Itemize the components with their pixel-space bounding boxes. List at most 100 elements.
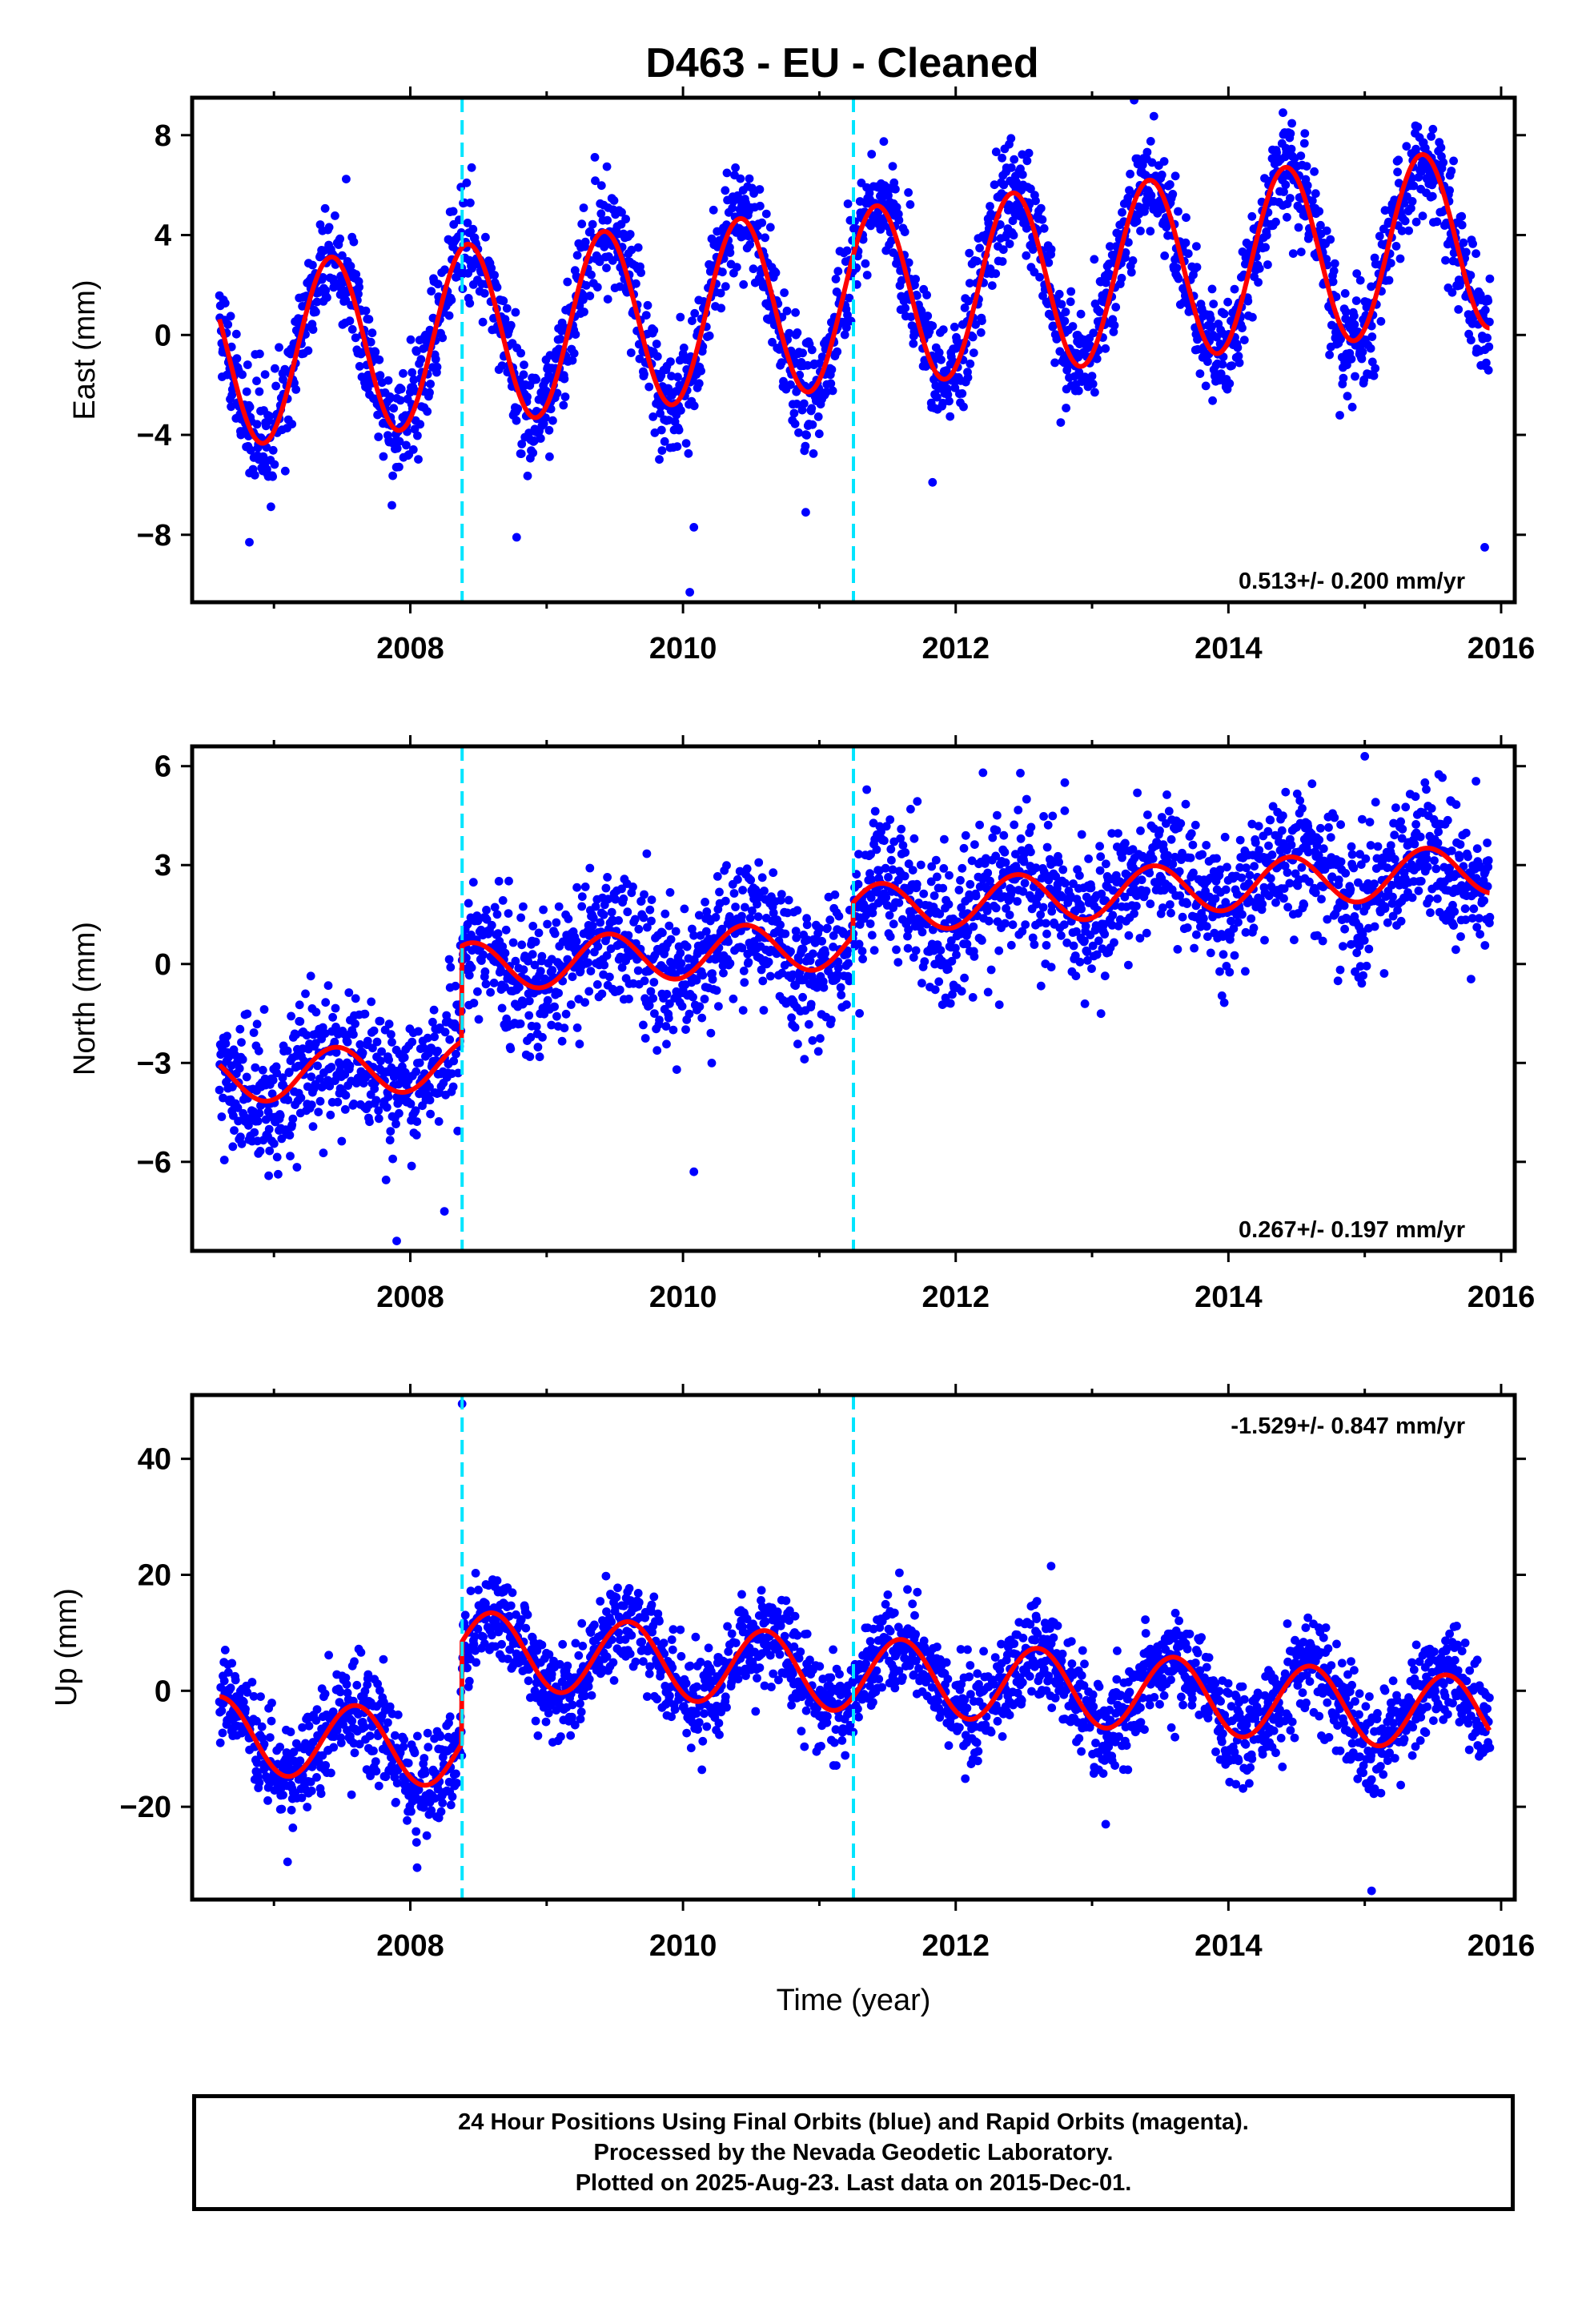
data-point	[1466, 271, 1476, 280]
data-point	[464, 899, 473, 908]
data-point	[1339, 942, 1347, 951]
data-point	[1323, 915, 1332, 924]
data-point	[1386, 259, 1395, 267]
data-point	[1484, 296, 1493, 306]
data-point	[1008, 886, 1017, 895]
data-point-outlier	[1279, 108, 1287, 118]
data-point	[976, 328, 986, 337]
data-point	[968, 332, 978, 342]
data-point	[1088, 380, 1098, 388]
data-point	[543, 995, 552, 1005]
data-point	[312, 297, 322, 307]
data-point	[425, 388, 434, 397]
data-point	[1335, 965, 1345, 975]
data-point	[358, 1048, 367, 1058]
data-point	[587, 928, 596, 937]
data-point	[1316, 823, 1325, 833]
data-point	[572, 1023, 582, 1032]
data-point	[426, 380, 435, 388]
data-points	[215, 752, 1495, 1245]
data-point	[954, 886, 964, 895]
data-point	[711, 955, 720, 964]
data-point	[896, 834, 905, 843]
data-point	[1022, 794, 1031, 804]
data-point	[938, 325, 948, 334]
data-point	[550, 929, 560, 939]
data-point	[1286, 129, 1295, 139]
data-point	[632, 279, 640, 288]
data-point	[809, 449, 818, 458]
data-point	[731, 903, 740, 911]
data-point	[252, 420, 262, 429]
data-point	[1124, 931, 1134, 940]
data-point	[414, 455, 423, 464]
data-point	[585, 292, 595, 300]
data-point	[1431, 864, 1441, 874]
data-point	[516, 449, 526, 458]
data-point	[511, 956, 520, 966]
data-point-outlier	[245, 537, 254, 547]
data-point	[1395, 254, 1405, 263]
data-point	[1069, 941, 1078, 951]
data-point	[1455, 840, 1465, 849]
data-point	[602, 263, 611, 272]
data-point	[854, 939, 864, 949]
data-point	[633, 243, 643, 252]
data-point	[658, 928, 667, 938]
data-point	[1355, 850, 1364, 859]
data-point	[688, 924, 697, 934]
data-point	[1011, 850, 1020, 858]
data-point	[374, 1114, 383, 1124]
data-point	[592, 980, 602, 989]
data-point	[530, 960, 540, 970]
data-point	[1313, 931, 1322, 940]
data-point	[1389, 818, 1398, 828]
data-point	[1006, 163, 1016, 172]
data-point	[500, 983, 509, 991]
data-point	[1014, 806, 1023, 814]
data-point	[516, 348, 525, 358]
data-point	[279, 375, 287, 384]
data-point	[506, 320, 516, 330]
data-point	[345, 1061, 355, 1071]
data-point	[337, 1136, 347, 1146]
data-point	[1043, 300, 1052, 308]
data-point	[892, 945, 901, 955]
data-point	[1036, 203, 1046, 213]
data-point	[642, 849, 652, 858]
data-point	[1255, 263, 1264, 273]
data-point	[991, 147, 1001, 157]
data-point	[721, 896, 730, 906]
data-point	[226, 312, 235, 321]
data-point	[879, 137, 889, 147]
data-point	[1060, 316, 1070, 326]
data-point	[572, 883, 581, 892]
data-point	[636, 268, 645, 277]
data-point	[1367, 332, 1377, 341]
data-point	[600, 960, 609, 970]
data-point	[682, 942, 692, 951]
data-point	[550, 1002, 559, 1011]
data-point	[694, 911, 704, 920]
data-point	[969, 922, 978, 931]
data-point	[665, 999, 674, 1008]
data-point	[383, 1092, 393, 1101]
data-point	[528, 448, 538, 457]
data-point	[1401, 802, 1411, 812]
data-point	[1157, 813, 1166, 822]
data-point	[695, 1002, 705, 1011]
data-point	[903, 943, 913, 953]
data-point	[1484, 342, 1494, 352]
data-point	[676, 948, 685, 958]
data-point	[395, 436, 404, 446]
data-point	[368, 1043, 377, 1053]
data-point	[328, 1012, 337, 1022]
data-point	[831, 275, 841, 283]
data-point	[306, 971, 315, 981]
data-point-outlier	[512, 533, 521, 542]
data-point	[756, 201, 765, 211]
data-point	[798, 348, 807, 358]
data-point	[1290, 935, 1299, 945]
data-point	[998, 153, 1006, 163]
